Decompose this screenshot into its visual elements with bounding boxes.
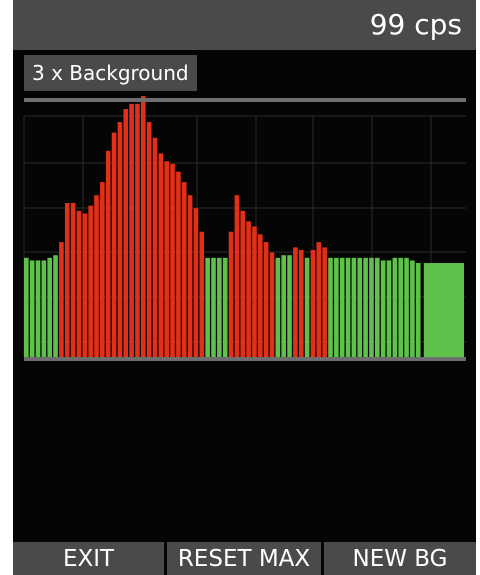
histogram-bar (386, 260, 392, 357)
histogram-bar (281, 255, 286, 357)
histogram-bar (310, 249, 316, 357)
histogram-bar (111, 132, 117, 357)
count-rate-readout: 99 cps (369, 8, 462, 41)
softkey-bar: EXIT RESET MAX NEW BG (13, 542, 476, 575)
histogram-bar (82, 213, 88, 357)
histogram-bar (392, 257, 398, 357)
histogram-bar (76, 210, 82, 357)
histogram-bar (193, 208, 199, 357)
histogram-bar (129, 103, 134, 357)
histogram-bar (351, 257, 357, 357)
softkey-divider (164, 542, 167, 575)
histogram-bar (345, 257, 351, 357)
histogram-bar (187, 195, 193, 357)
histogram-bar (29, 260, 35, 357)
histogram-bar (304, 257, 310, 357)
histogram-bar (269, 252, 275, 357)
histogram-bar (176, 171, 181, 357)
device-screen: 99 cps 3 x Background EXIT RESET MAX NEW… (13, 0, 476, 575)
histogram-bar (88, 205, 93, 357)
alarm-mode-label: 3 x Background (24, 55, 197, 91)
histogram-bar (146, 122, 152, 357)
histogram-bar (398, 257, 403, 357)
histogram-bar (70, 203, 76, 357)
histogram-bar (217, 257, 222, 357)
histogram-bar (334, 257, 339, 357)
histogram-bar (252, 226, 257, 357)
histogram-bar (123, 109, 129, 357)
histogram-bar (234, 195, 240, 357)
histogram-bar (199, 231, 205, 357)
histogram-bar (211, 257, 216, 357)
histogram-bar (363, 257, 368, 357)
histogram-bar (24, 257, 29, 357)
histogram-bar (339, 257, 345, 357)
baseline (24, 357, 466, 361)
histogram-bar (141, 96, 146, 357)
histogram-bar (41, 260, 47, 357)
histogram-bar (258, 234, 263, 357)
histogram-bar (322, 247, 327, 357)
histogram-bar (357, 257, 363, 357)
max-reference-line (24, 98, 466, 102)
histogram-bar (275, 257, 281, 357)
histogram-bar (380, 260, 386, 357)
histogram-bar (246, 221, 251, 357)
histogram-bar (263, 242, 269, 357)
reset-max-button[interactable]: RESET MAX (177, 546, 311, 572)
exit-button[interactable]: EXIT (62, 546, 115, 572)
histogram-bar (164, 161, 169, 357)
histogram-bar (105, 150, 111, 357)
histogram-bar (205, 257, 210, 357)
histogram-bar (404, 257, 409, 357)
histogram-bar (410, 260, 415, 357)
histogram-bar (415, 263, 421, 357)
histogram-bar (135, 103, 140, 357)
histogram-bar (64, 203, 70, 357)
histogram-bar (222, 257, 228, 357)
status-header: 99 cps (13, 0, 476, 50)
histogram-bar (369, 257, 374, 357)
histogram-bar (298, 249, 304, 357)
histogram-bar (100, 182, 105, 357)
histogram-bar (117, 122, 123, 357)
histogram-bar (152, 137, 158, 357)
histogram-bar (228, 231, 234, 357)
histogram-bar (240, 210, 246, 357)
histogram-bar (47, 257, 52, 357)
softkey-divider (321, 542, 324, 575)
histogram-bar (328, 257, 333, 357)
histogram-bar (181, 182, 187, 357)
histogram-bar (375, 257, 380, 357)
histogram-bar (35, 260, 41, 357)
histogram-bar (94, 195, 99, 357)
histogram-bar (293, 247, 298, 357)
histogram-bar (287, 255, 292, 357)
count-histogram (23, 96, 466, 361)
histogram-bars (24, 96, 464, 357)
histogram-bar (53, 255, 58, 357)
new-bg-button[interactable]: NEW BG (352, 546, 448, 572)
histogram-bar (158, 153, 164, 357)
current-rate-bar (423, 263, 464, 357)
histogram-bar (316, 242, 322, 357)
histogram-bar (170, 163, 175, 357)
histogram-bar (59, 242, 64, 357)
